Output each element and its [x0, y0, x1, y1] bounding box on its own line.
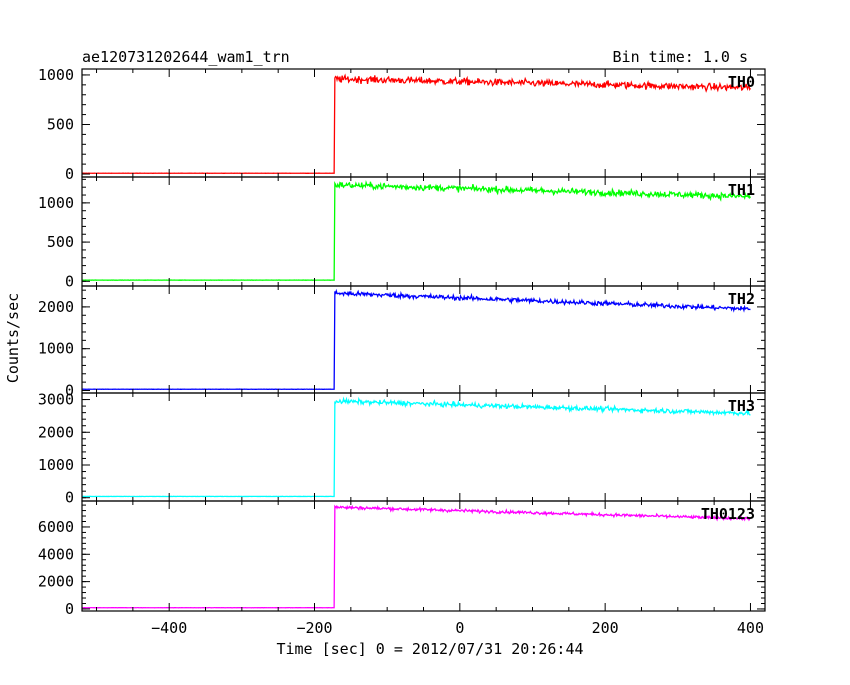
y-tick-label: 1000 [38, 66, 74, 84]
x-axis-label: Time [sec] 0 = 2012/07/31 20:26:44 [276, 640, 583, 658]
series-label-th2: TH2 [728, 290, 755, 308]
series-line-th0123 [81, 504, 751, 609]
y-tick-label: 1000 [38, 456, 74, 474]
y-tick-label: 6000 [38, 518, 74, 536]
panel-th0: 0 500 1000 TH0 [38, 66, 766, 183]
y-tick-label: 1000 [38, 340, 74, 358]
series-label-th0: TH0 [728, 73, 755, 91]
series-label-th1: TH1 [728, 181, 755, 199]
y-tick-label: 0 [65, 489, 74, 507]
panel-frame [81, 500, 766, 612]
y-tick-label: 2000 [38, 423, 74, 441]
panel-th3: 0 1000 2000 3000 TH3 [38, 391, 766, 507]
panel-frame [81, 285, 766, 394]
y-tick-label: 0 [65, 165, 74, 183]
y-tick-label: 0 [65, 272, 74, 290]
y-tick-label: 4000 [38, 545, 74, 563]
y-tick-label: 500 [47, 115, 74, 133]
x-tick-label: −400 [151, 619, 187, 637]
series-line-th1 [81, 180, 752, 281]
y-tick-label: 500 [47, 233, 74, 251]
series-line-th3 [81, 396, 751, 498]
series-line-th2 [81, 288, 751, 391]
y-tick-label: 2000 [38, 298, 74, 316]
y-axis-label: Counts/sec [4, 293, 22, 383]
panel-th2: 0 1000 2000 TH2 [38, 285, 766, 399]
panel-th0123: 0 2000 4000 6000 TH0123 [38, 500, 766, 618]
x-tick-label: 200 [592, 619, 619, 637]
series-line-th0 [81, 73, 752, 174]
y-tick-label: 0 [65, 600, 74, 618]
x-tick-label: 400 [737, 619, 764, 637]
y-tick-label: 3000 [38, 391, 74, 409]
series-label-th3: TH3 [728, 397, 755, 415]
y-tick-label: 1000 [38, 194, 74, 212]
y-tick-label: 2000 [38, 573, 74, 591]
series-label-th0123: TH0123 [701, 505, 755, 523]
y-tick-label: 0 [65, 381, 74, 399]
chart-title: ae120731202644_wam1_trn [82, 48, 290, 66]
x-tick-label: −200 [296, 619, 332, 637]
panel-th1: 0 500 1000 TH1 [38, 176, 766, 290]
x-tick-label: 0 [455, 619, 464, 637]
panel-frame [81, 176, 766, 287]
bin-time-label: Bin time: 1.0 s [613, 48, 748, 66]
